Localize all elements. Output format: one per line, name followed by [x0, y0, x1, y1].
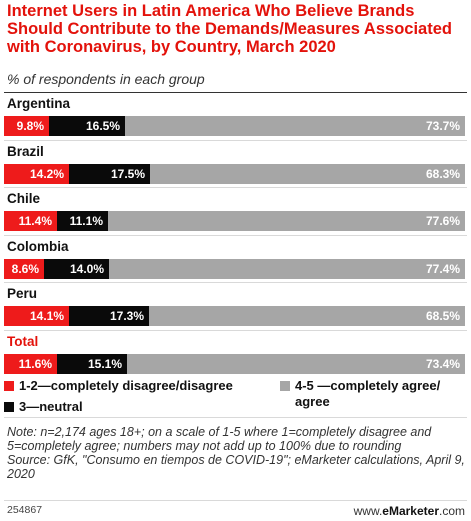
- category-label: Brazil: [7, 143, 44, 159]
- chart-id: 254867: [7, 504, 43, 516]
- category-label: Chile: [7, 191, 41, 206]
- category-label: Total: [7, 333, 39, 349]
- brand-suffix: .com: [438, 504, 465, 518]
- row-divider: [4, 234, 467, 236]
- legend-item-disagree: 1-2—completely disagree/disagree: [4, 378, 233, 394]
- row-divider: [4, 329, 467, 331]
- row-divider: [4, 187, 467, 188]
- bar-segment: 73.7%: [125, 116, 465, 136]
- bar-segment: 11.6%: [4, 353, 57, 374]
- chart-title: Internet Users in Latin America Who Beli…: [7, 2, 452, 56]
- bar-segment: 14.2%: [4, 163, 69, 184]
- bar-segment: 8.6%: [4, 258, 44, 279]
- category-label: Colombia: [7, 238, 69, 254]
- legend-swatch-red: [4, 381, 14, 391]
- legend-swatch-gray: [280, 381, 290, 391]
- brand-name: eMarketer: [382, 504, 439, 518]
- bar-segment: 11.1%: [57, 211, 108, 231]
- stacked-bar: 14.1% 17.3% 68.5%: [4, 306, 465, 326]
- legend-label: 3—neutral: [19, 399, 83, 414]
- bar-segment: 9.8%: [4, 116, 49, 136]
- stacked-bar: 11.6% 15.1% 73.4%: [4, 353, 465, 374]
- bar-segment: 68.3%: [150, 163, 465, 184]
- legend-item-neutral: 3—neutral: [4, 399, 83, 415]
- stacked-bar: 8.6% 14.0% 77.4%: [4, 258, 465, 279]
- bar-segment: 77.4%: [109, 258, 465, 279]
- bar-segment: 16.5%: [49, 116, 125, 136]
- category-label: Argentina: [7, 96, 71, 111]
- source-text: Source: GfK, "Consumo en tiempos de COVI…: [7, 453, 465, 481]
- brand-link[interactable]: www.eMarketer.com: [354, 504, 465, 518]
- brand-prefix: www.: [353, 504, 383, 518]
- legend: 1-2—completely disagree/disagree 3—neutr…: [4, 378, 467, 414]
- row-divider: [4, 139, 467, 141]
- bar-segment: 73.4%: [127, 353, 465, 374]
- bottom-divider: [4, 417, 467, 418]
- top-divider: [4, 92, 467, 93]
- bar-segment: 11.4%: [4, 211, 57, 231]
- stacked-bar: 11.4% 11.1% 77.6%: [4, 211, 465, 231]
- footnote: Note: n=2,174 ages 18+; on a scale of 1-…: [7, 425, 465, 481]
- bar-segment: 17.3%: [69, 306, 149, 326]
- bar-segment: 68.5%: [149, 306, 465, 326]
- legend-item-agree: 4-5 —completely agree/ agree: [280, 378, 460, 410]
- bar-segment: 14.1%: [4, 306, 69, 326]
- stacked-bar: 9.8% 16.5% 73.7%: [4, 116, 465, 136]
- note-text: Note: n=2,174 ages 18+; on a scale of 1-…: [7, 425, 432, 453]
- bar-segment: 15.1%: [57, 353, 127, 374]
- category-label: Peru: [7, 286, 38, 301]
- legend-label: 4-5 —completely agree/ agree: [295, 378, 441, 409]
- bar-segment: 17.5%: [69, 163, 150, 184]
- chart-subtitle: % of respondents in each group: [7, 71, 205, 87]
- footer-divider: [4, 500, 467, 501]
- legend-swatch-black: [4, 402, 14, 412]
- stacked-bar: 14.2% 17.5% 68.3%: [4, 163, 465, 184]
- legend-label: 1-2—completely disagree/disagree: [19, 378, 233, 393]
- bar-segment: 14.0%: [44, 258, 109, 279]
- row-divider: [4, 282, 467, 283]
- bar-segment: 77.6%: [108, 211, 465, 231]
